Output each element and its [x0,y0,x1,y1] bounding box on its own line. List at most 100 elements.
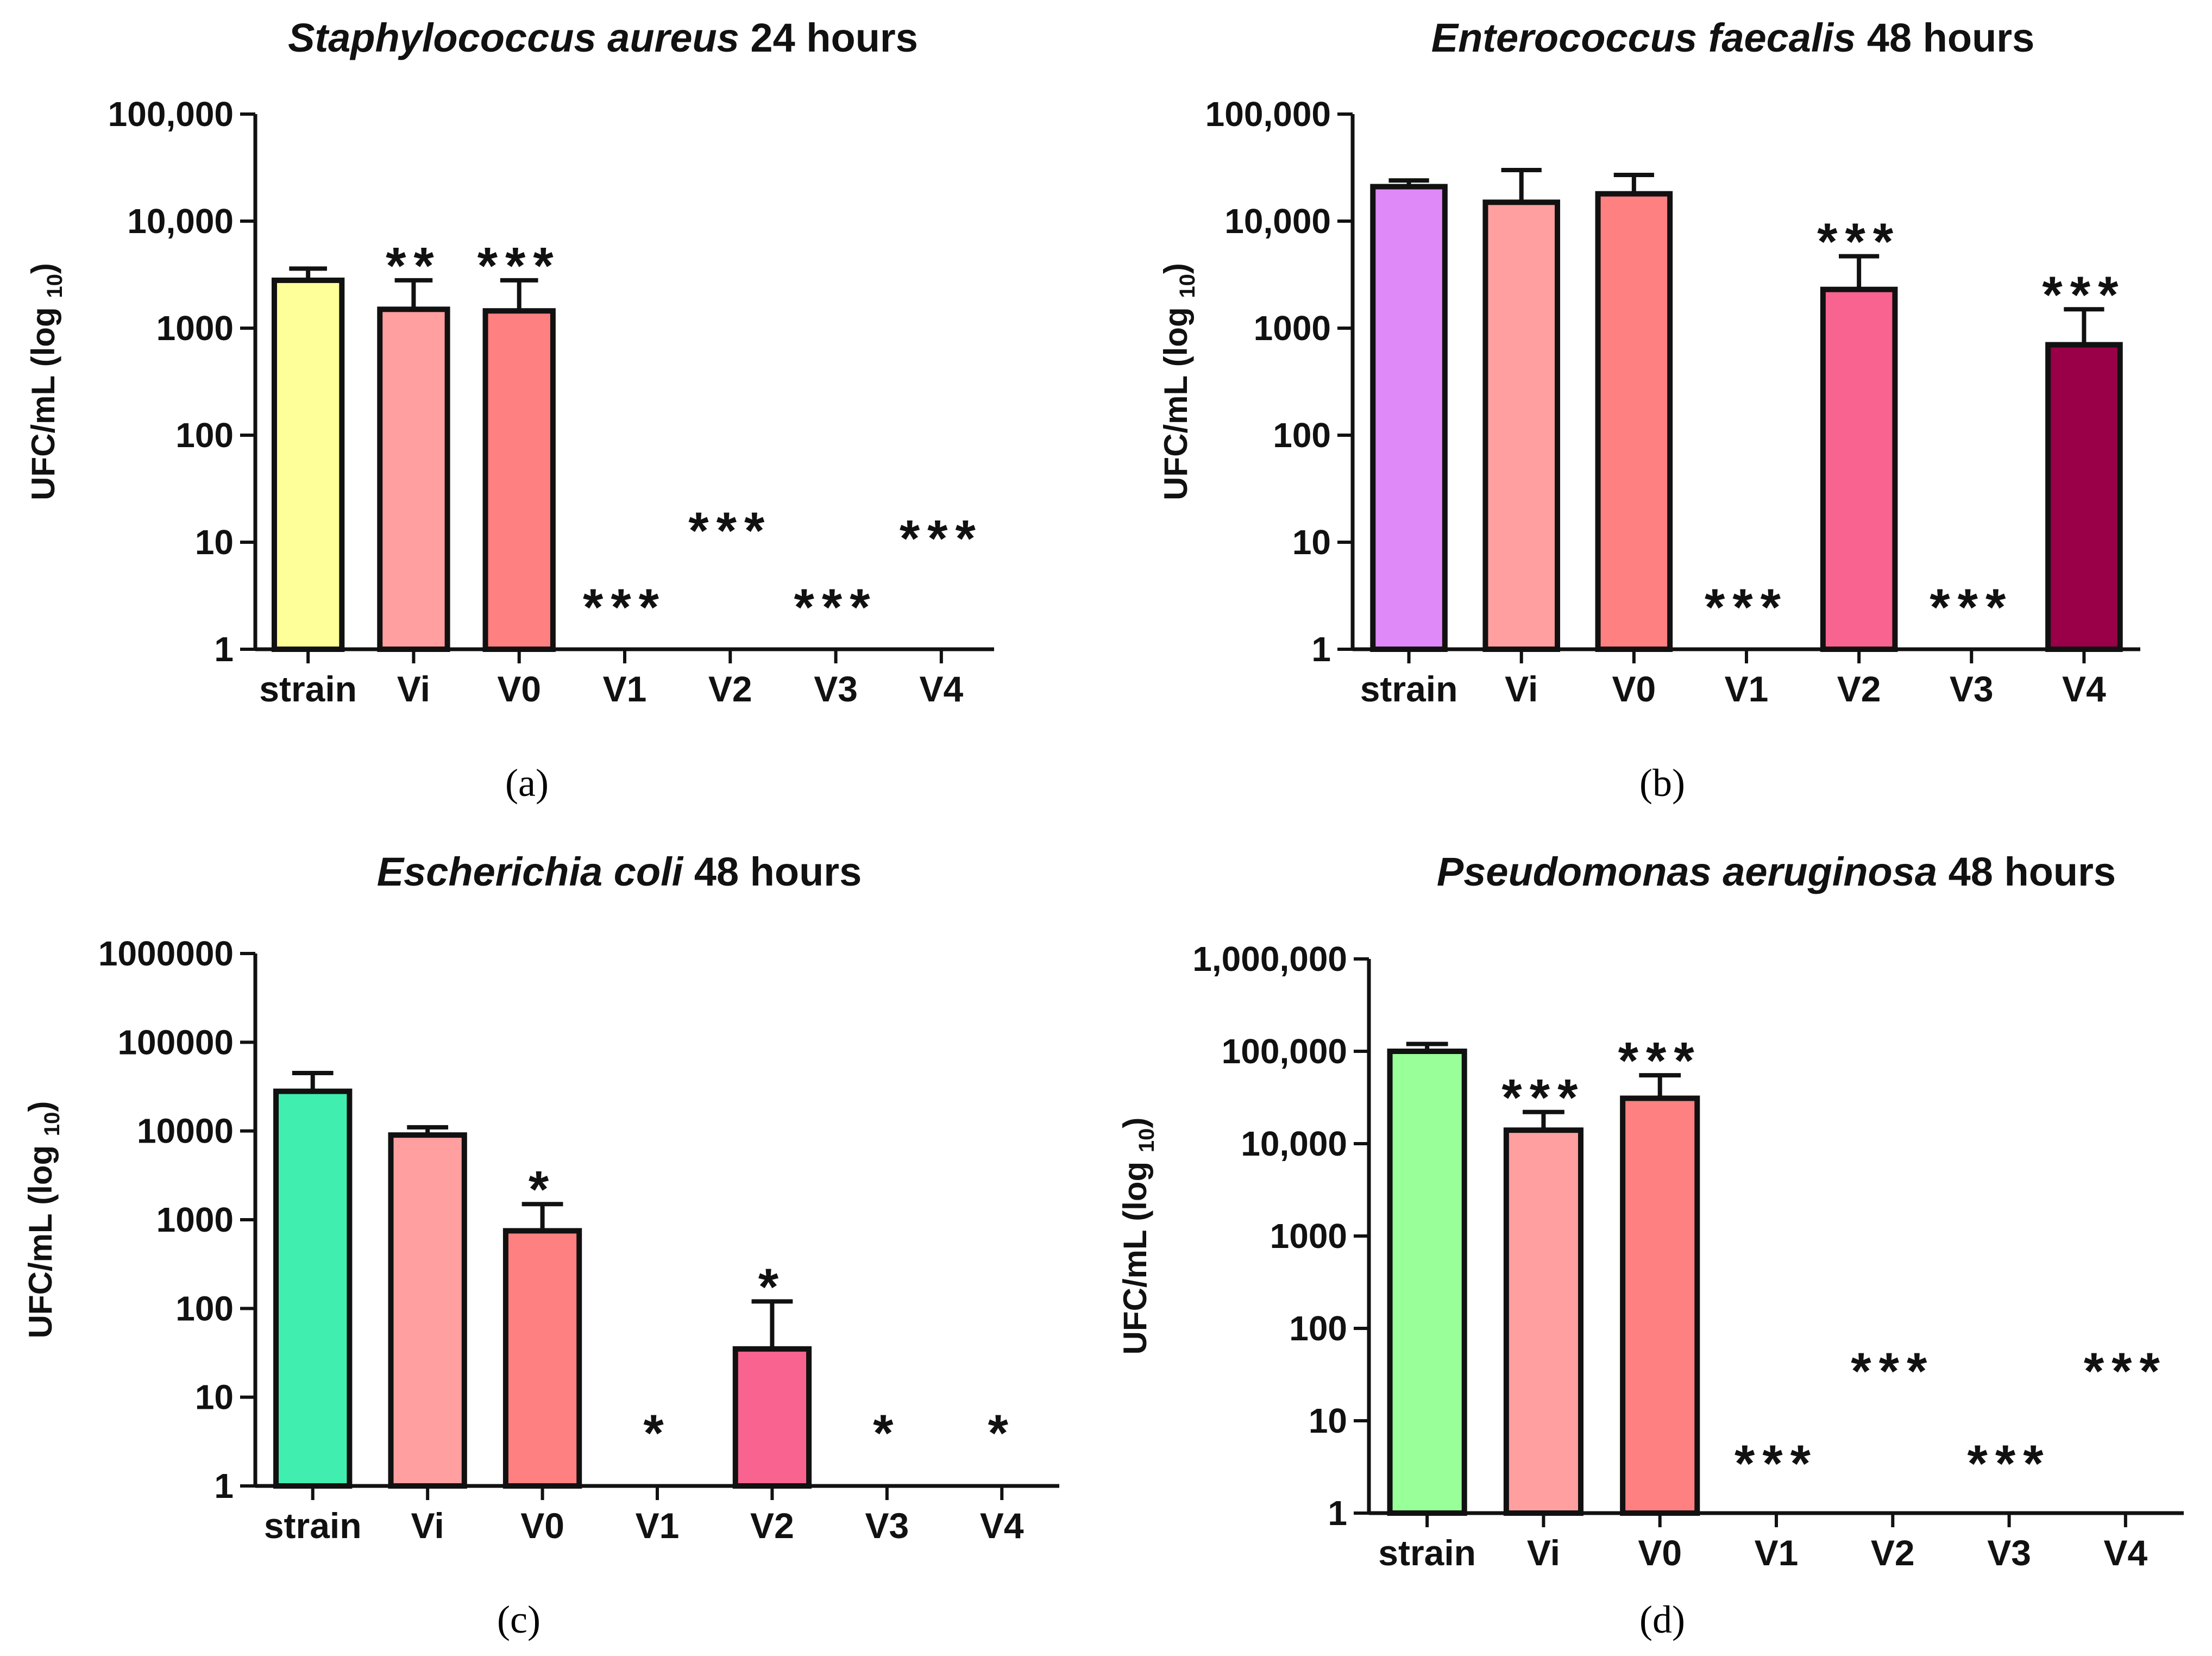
bar [1595,191,1673,652]
x-tick-label: V1 [1725,669,1769,709]
panel-caption: (d) [1639,1598,1685,1641]
chart-panel-2: Enterococcus faecalis 48 hours UFC/mL (lo… [1158,15,2140,805]
y-tick-label: 10,000 [1224,202,1331,241]
significance-marker: *** [1968,1435,2051,1493]
y-tick-label: 1 [214,630,234,669]
y-axis-label: UFC/mL (log 10) [22,1101,64,1339]
significance-marker: * [529,1161,556,1219]
x-tick-label: V0 [497,669,541,709]
chart-title-species: Enterococcus faecalis [1431,15,1856,60]
bar [732,1346,812,1489]
y-axis-label-close: ) [1158,263,1194,274]
chart-title-species: Escherichia coli [377,849,684,894]
y-tick-label: 1000000 [98,934,234,973]
x-tick-label: V4 [2062,669,2106,709]
significance-marker: *** [1618,1032,1702,1090]
y-tick-label: 1 [214,1466,234,1506]
y-axis-label-subscript: 10 [40,1112,64,1137]
y-axis-label: UFC/mL (log 10) [1117,1118,1159,1355]
y-tick-label: 100000 [117,1023,234,1062]
significance-marker: *** [477,237,561,295]
chart-title-time: 48 hours [1937,849,2116,894]
x-tick-label: V4 [919,669,963,709]
significance-marker: *** [583,579,667,637]
y-axis-label-main: UFC/mL (log [25,298,61,500]
x-tick-label: Vi [411,1506,444,1546]
significance-marker: *** [1930,579,2013,637]
panel-caption: (c) [497,1598,541,1641]
y-axis-label-subscript: 10 [43,274,67,298]
x-tick-label: V0 [1638,1533,1682,1573]
y-tick-label: 10000 [137,1112,234,1151]
x-tick-label: V2 [708,669,752,709]
y-tick-label: 1 [1311,630,1331,669]
panel-caption: (b) [1639,761,1685,805]
y-axis-label-subscript: 10 [1176,274,1199,298]
x-tick-label: V3 [1950,669,1994,709]
chart-title-time: 24 hours [739,15,918,60]
bar [1620,1095,1700,1516]
significance-marker: * [758,1258,786,1316]
x-tick-label: V2 [750,1506,794,1546]
significance-marker: *** [688,502,772,560]
significance-marker: *** [2042,266,2126,324]
y-tick-label: 1,000,000 [1192,939,1347,978]
chart-panel-1: Staphylococcus aureus 24 hours UFC/mL (lo… [25,15,994,805]
significance-marker: *** [1705,579,1788,637]
chart-title-species: Staphylococcus aureus [288,15,739,60]
chart-title: Enterococcus faecalis 48 hours [1431,15,2034,60]
x-tick-label: V2 [1871,1533,1915,1573]
bar [502,1228,582,1489]
significance-marker: *** [900,510,983,568]
x-tick-label: V1 [1755,1533,1799,1573]
significance-marker: * [643,1404,671,1463]
y-tick-label: 1000 [156,309,234,348]
x-tick-label: Vi [1527,1533,1560,1573]
y-tick-label: 100 [1289,1309,1347,1348]
bar [377,306,450,652]
y-axis-label-main: UFC/mL (log [22,1136,59,1338]
significance-marker: *** [1817,213,1901,271]
y-tick-label: 100 [175,1289,234,1328]
y-tick-label: 100,000 [1222,1032,1347,1071]
x-tick-label: Vi [397,669,430,709]
x-tick-label: V1 [603,669,647,709]
chart-title-time: 48 hours [1856,15,2034,60]
significance-marker: *** [2084,1343,2167,1401]
y-axis-label: UFC/mL (log 10) [25,263,67,500]
significance-marker: *** [794,579,878,637]
y-tick-label: 100 [1273,416,1331,455]
chart-title: Pseudomonas aeruginosa 48 hours [1437,849,2116,894]
x-tick-label: V1 [636,1506,680,1546]
y-tick-label: 1000 [156,1200,234,1239]
x-tick-label: V3 [1987,1533,2031,1573]
bar [482,308,556,652]
y-tick-label: 10,000 [127,202,234,241]
y-tick-label: 100,000 [108,95,234,134]
chart-title: Staphylococcus aureus 24 hours [288,15,918,60]
x-tick-label: Vi [1505,669,1538,709]
y-axis-label-close: ) [1117,1118,1153,1128]
significance-marker: * [988,1404,1016,1463]
significance-marker: *** [1501,1069,1585,1127]
chart-panel-3: Escherichia coli 48 hours UFC/mL (log 10)… [22,849,1059,1641]
bar [1387,1049,1467,1516]
significance-marker: * [873,1404,901,1463]
y-tick-label: 10 [195,1378,234,1417]
y-tick-label: 1000 [1254,309,1331,348]
x-tick-label: V3 [814,669,858,709]
x-tick-label: V0 [1612,669,1656,709]
x-tick-label: strain [1378,1533,1476,1573]
bar [273,1088,353,1489]
y-tick-label: 1 [1328,1494,1347,1533]
panel-caption: (a) [505,761,549,805]
bar [1503,1127,1584,1516]
chart-title: Escherichia coli 48 hours [377,849,862,894]
y-tick-label: 10 [1292,523,1331,562]
x-tick-label: strain [264,1506,362,1546]
bar [388,1132,467,1489]
chart-title-species: Pseudomonas aeruginosa [1437,849,1937,894]
x-tick-label: V0 [520,1506,564,1546]
y-axis-label-close: ) [25,263,61,274]
